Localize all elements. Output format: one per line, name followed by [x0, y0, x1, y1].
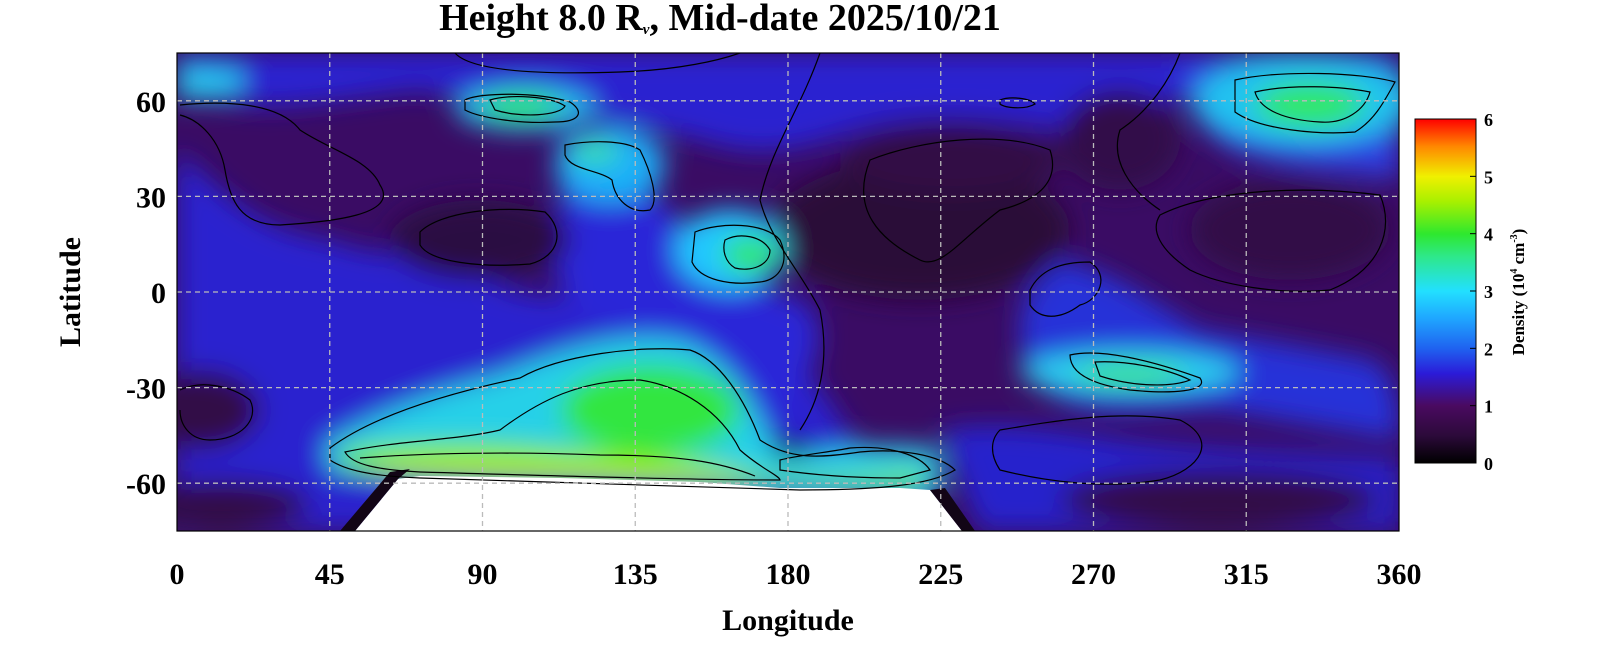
- x-tick-label: 360: [1377, 558, 1422, 591]
- x-tick-label: 0: [170, 558, 185, 591]
- contour-12: [359, 452, 756, 477]
- x-tick-label: 315: [1224, 558, 1269, 591]
- contour-7: [1254, 86, 1371, 123]
- field-green-f: [560, 365, 740, 455]
- field-cyan-b: [555, 127, 665, 203]
- colorbar-tick-label: 0: [1484, 454, 1493, 474]
- x-tick-label: 180: [766, 558, 811, 591]
- colorbar-gradient: [1415, 119, 1476, 463]
- field-min-east: [1190, 180, 1390, 280]
- x-tick-label: 90: [468, 558, 498, 591]
- colorbar-label-b: cm: [1509, 243, 1528, 269]
- x-tick-label: 225: [918, 558, 963, 591]
- contour-lines: [179, 53, 1396, 491]
- contour-8: [1069, 352, 1203, 393]
- contour-4: [691, 224, 785, 284]
- y-axis-label: Latitude: [54, 237, 87, 347]
- colorbar-label-exp2: -3: [1509, 234, 1520, 242]
- contour-18: [1029, 261, 1102, 317]
- contour-9: [1094, 361, 1192, 386]
- contour-23: [1116, 53, 1181, 211]
- field-green-a: [480, 95, 560, 119]
- contour-16: [179, 102, 384, 226]
- colorbar-tick-label: 5: [1484, 167, 1493, 187]
- field-min-lowleft2: [177, 480, 310, 530]
- contour-19: [179, 384, 254, 441]
- colorbar-label-c: ): [1509, 229, 1528, 235]
- y-tick-label: 0: [151, 277, 166, 310]
- contour-20: [999, 97, 1036, 109]
- x-tick-labels: 0 45 90 135 180 225 270 315 360: [170, 558, 1422, 591]
- field-green-b: [570, 142, 620, 162]
- contour-15: [863, 138, 1054, 263]
- contour-11: [344, 379, 781, 481]
- x-tick-label: 135: [613, 558, 658, 591]
- colorbar-label: Density (104 cm-3): [1509, 229, 1528, 356]
- colorbar-ticks: 0 1 2 3 4 5 6: [1470, 110, 1493, 474]
- colorbar-label-a: Density (10: [1509, 274, 1528, 356]
- contour-6: [1234, 72, 1396, 134]
- field-min-center2: [840, 125, 1060, 195]
- y-tick-label: 60: [136, 86, 166, 119]
- contour-24: [991, 415, 1203, 485]
- contour-10: [329, 348, 956, 491]
- field-min-center: [770, 160, 1070, 300]
- density-map: [177, 53, 1399, 531]
- field-min-southeast: [1060, 470, 1380, 530]
- title-suffix: , Mid-date 2025/10/21: [649, 0, 1001, 39]
- colorbar-label-exp1: 4: [1509, 269, 1520, 274]
- field-green-c: [722, 237, 778, 273]
- y-tick-label: -30: [126, 373, 166, 406]
- contour-1: [464, 93, 580, 123]
- y-tick-label: 30: [136, 181, 166, 214]
- field-cyan-left: [177, 65, 244, 100]
- contour-5: [723, 235, 771, 270]
- contour-13: [779, 446, 931, 479]
- x-axis-label: Longitude: [722, 604, 854, 637]
- field-green-e: [1075, 365, 1185, 385]
- contour-17: [1155, 189, 1387, 292]
- field-blue-east: [1020, 260, 1399, 440]
- field-min-ne: [1060, 90, 1180, 190]
- chart-title: Height 8.0 Rv, Mid-date 2025/10/21: [0, 0, 1440, 40]
- field-min-west: [390, 200, 570, 280]
- colorbar-tick-label: 2: [1484, 339, 1493, 359]
- y-tick-labels: 60 30 0 -30 -60: [126, 86, 166, 501]
- field-min-lowleft: [177, 370, 260, 450]
- x-tick-label: 45: [315, 558, 345, 591]
- plot-frame: [176, 52, 1400, 532]
- contour-14: [419, 208, 558, 266]
- grid: [177, 53, 1399, 531]
- density-field: [177, 53, 1399, 530]
- title-prefix: Height 8.0 R: [439, 0, 643, 39]
- field-blue-center: [552, 130, 819, 433]
- title-subscript: v: [642, 22, 650, 38]
- x-tick-label: 270: [1071, 558, 1116, 591]
- field-yellow-south: [360, 457, 760, 484]
- colorbar-tick-label: 3: [1484, 282, 1493, 302]
- y-tick-label: -60: [126, 468, 166, 501]
- contour-3: [564, 141, 655, 212]
- colorbar-tick-label: 6: [1484, 110, 1493, 130]
- contour-2: [489, 96, 566, 116]
- colorbar-tick-label: 4: [1484, 225, 1493, 245]
- colorbar-tick-label: 1: [1484, 397, 1493, 417]
- contour-22: [454, 53, 741, 74]
